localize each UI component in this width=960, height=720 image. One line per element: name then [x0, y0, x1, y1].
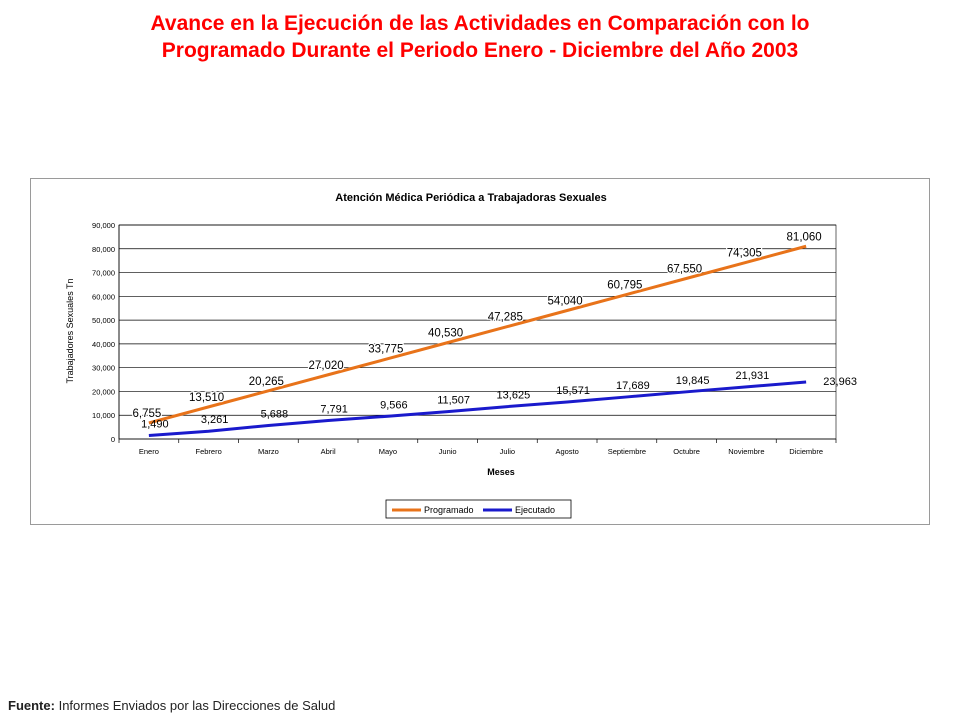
y-tick-label: 0	[111, 435, 115, 444]
legend-label-programado: Programado	[424, 505, 474, 515]
data-label: 20,265	[249, 376, 284, 388]
x-tick-label: Noviembre	[728, 447, 764, 456]
data-label: 54,040	[548, 296, 583, 308]
chart-frame: Atención Médica Periódica a Trabajadoras…	[30, 178, 930, 525]
data-label: 60,795	[607, 279, 642, 291]
x-tick-label: Agosto	[555, 447, 578, 456]
legend: Programado Ejecutado	[385, 499, 572, 519]
chart-title: Atención Médica Periódica a Trabajadoras…	[335, 192, 606, 204]
grid-lines	[118, 224, 837, 440]
x-axis-label: Meses	[487, 467, 515, 477]
x-tick-label: Julio	[500, 447, 515, 456]
x-tick-label: Marzo	[258, 447, 279, 456]
y-tick-label: 90,000	[92, 221, 115, 230]
legend-label-ejecutado: Ejecutado	[515, 505, 555, 515]
x-tick-label: Febrero	[195, 447, 221, 456]
x-tick-label: Junio	[439, 447, 457, 456]
data-label: 23,963	[823, 376, 857, 388]
y-tick-label: 60,000	[92, 292, 115, 301]
data-label: 74,305	[727, 247, 762, 259]
y-tick-label: 80,000	[92, 245, 115, 254]
data-label: 9,566	[380, 399, 408, 411]
y-tick-label: 70,000	[92, 269, 115, 278]
y-tick-label: 30,000	[92, 364, 115, 373]
series-line-programado	[148, 244, 807, 425]
y-tick-labels: 0 10,000 20,000 30,000 40,000 50,000 60,000 70,…	[92, 221, 115, 444]
x-tick-label: Octubre	[673, 447, 700, 456]
x-tick-label: Enero	[139, 447, 159, 456]
data-label: 33,775	[368, 344, 403, 356]
x-tick-labels: Enero Febrero Marzo Abril Mayo Junio Julio Agos…	[118, 439, 837, 456]
series-line-ejecutado	[148, 380, 807, 437]
x-tick-label: Septiembre	[608, 447, 646, 456]
x-tick-label: Abril	[321, 447, 336, 456]
y-axis-label: Trabajadores Sexuales Tn	[65, 278, 75, 383]
data-label: 6,755	[132, 408, 161, 420]
y-tick-label: 10,000	[92, 411, 115, 420]
data-label: 19,845	[676, 375, 710, 387]
slide-title: Avance en la Ejecución de las Actividade…	[40, 10, 920, 64]
data-label: 47,285	[488, 312, 523, 324]
slide-title-line-1: Avance en la Ejecución de las Actividade…	[150, 12, 810, 35]
footer-source: Fuente: Informes Enviados por las Direcc…	[8, 698, 335, 713]
data-labels: 6,755 13,510 20,265 27,020 33,775 40,530 47,28…	[131, 230, 857, 430]
data-label: 3,261	[201, 414, 229, 426]
y-tick-label: 20,000	[92, 387, 115, 396]
legend-box	[385, 499, 572, 519]
series-lines	[148, 244, 807, 437]
data-label: 67,550	[667, 263, 702, 275]
line-chart: Atención Médica Periódica a Trabajadoras…	[65, 192, 857, 519]
data-label: 27,020	[309, 360, 344, 372]
data-label: 13,510	[189, 392, 224, 404]
slide-title-line-2: Programado Durante el Periodo Enero - Di…	[161, 39, 799, 62]
y-tick-label: 50,000	[92, 316, 115, 325]
x-tick-label: Mayo	[379, 447, 397, 456]
data-label: 13,625	[497, 390, 531, 402]
y-tick-label: 40,000	[92, 340, 115, 349]
data-label: 5,688	[261, 408, 289, 420]
data-label: 1,490	[141, 418, 169, 430]
data-label: 11,507	[437, 395, 470, 407]
data-label: 17,689	[616, 380, 650, 392]
footer-label: Fuente:	[8, 698, 55, 713]
data-label: 7,791	[320, 403, 348, 415]
data-label: 81,060	[787, 231, 822, 243]
data-label: 15,571	[556, 385, 590, 397]
data-label: 40,530	[428, 328, 463, 340]
footer-text: Informes Enviados por las Direcciones de…	[58, 698, 336, 713]
data-label: 21,931	[736, 370, 770, 382]
x-tick-label: Diciembre	[789, 447, 823, 456]
